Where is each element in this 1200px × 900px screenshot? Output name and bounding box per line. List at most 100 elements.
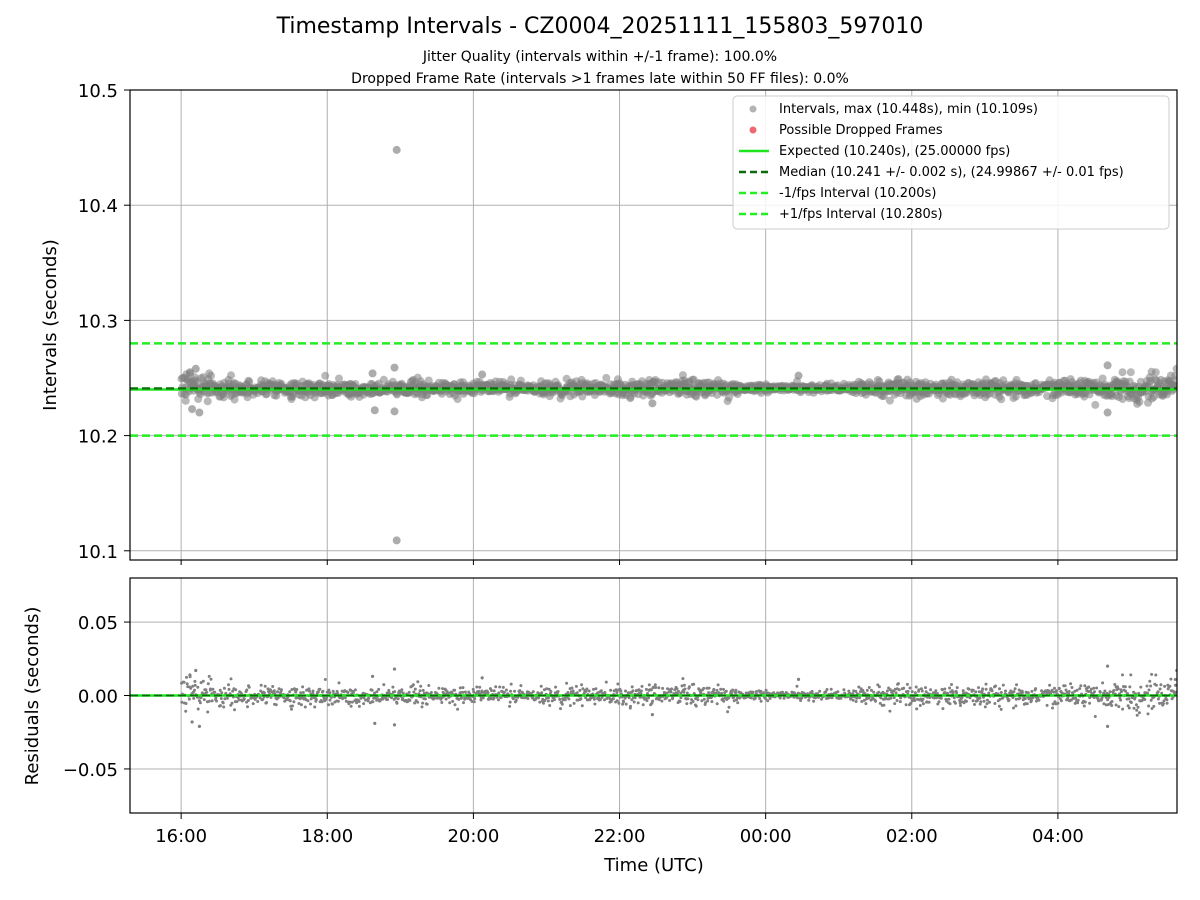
residual-point	[475, 685, 479, 689]
residual-point	[393, 690, 397, 694]
residual-point	[624, 689, 627, 693]
residual-point	[1154, 673, 1158, 677]
residual-point	[492, 696, 496, 700]
residual-point	[977, 686, 980, 690]
residual-point	[584, 696, 588, 700]
residual-point	[1123, 685, 1127, 689]
residual-point	[927, 700, 931, 704]
residual-point	[753, 696, 757, 700]
residual-point	[1168, 684, 1172, 688]
residual-point	[1110, 700, 1114, 703]
residual-point	[732, 699, 736, 703]
residual-point	[377, 687, 381, 691]
residual-point	[1057, 686, 1061, 690]
residual-point	[694, 704, 698, 708]
intervals-y-ticks: 10.1 10.2 10.3 10.4 10.5	[78, 81, 130, 563]
residual-point	[641, 703, 645, 707]
residual-point	[446, 691, 450, 695]
residual-point	[198, 701, 202, 705]
interval-point	[227, 371, 235, 380]
residual-outlier-point	[392, 667, 397, 671]
residual-point	[222, 705, 226, 709]
intervals-y-tick-label: 10.4	[78, 196, 118, 217]
residual-point	[971, 688, 975, 692]
residual-point	[348, 700, 352, 704]
residual-point	[696, 698, 700, 702]
residual-point	[994, 684, 998, 688]
residual-point	[277, 687, 281, 691]
residual-point	[202, 698, 206, 702]
residual-point	[259, 683, 263, 687]
residual-point	[546, 699, 550, 703]
interval-point	[1098, 374, 1107, 383]
residual-point	[192, 696, 196, 700]
residual-point	[214, 696, 218, 700]
legend: Intervals, max (10.448s), min (10.109s) …	[732, 95, 1170, 230]
residual-point	[603, 691, 607, 694]
residual-point	[263, 684, 267, 688]
residual-point	[323, 678, 327, 681]
residual-point	[411, 683, 415, 687]
residual-point	[1147, 688, 1151, 692]
interval-point	[725, 393, 733, 402]
residual-point	[836, 690, 840, 694]
residual-point	[499, 696, 503, 700]
residual-point	[978, 696, 982, 700]
residual-point	[755, 690, 758, 693]
residual-point	[349, 704, 353, 708]
residual-point	[719, 687, 723, 691]
x-tick-label: 04:00	[1032, 826, 1084, 847]
dropped-frame-subtitle: Dropped Frame Rate (intervals >1 frames …	[351, 71, 849, 87]
residual-point	[592, 697, 596, 701]
residual-point	[208, 687, 212, 691]
residual-point	[391, 685, 395, 689]
residual-point	[1119, 690, 1123, 694]
interval-outlier-point	[1103, 361, 1112, 370]
residual-point	[979, 700, 983, 704]
residual-point	[366, 699, 370, 703]
residual-point	[311, 691, 315, 695]
residual-point	[262, 691, 266, 695]
residual-point	[865, 688, 869, 692]
residual-point	[290, 688, 294, 691]
residual-point	[855, 696, 859, 700]
residual-point	[685, 691, 689, 695]
residual-point	[660, 699, 664, 703]
residual-point	[1135, 708, 1139, 712]
residual-point	[1001, 683, 1005, 687]
residual-point	[864, 702, 868, 706]
residual-point	[1136, 705, 1140, 709]
residual-point	[309, 697, 313, 701]
interval-outlier-point	[188, 405, 197, 414]
residual-point	[799, 699, 803, 702]
residual-point	[726, 710, 730, 714]
residual-point	[1129, 673, 1133, 677]
residual-point	[229, 677, 233, 681]
residual-point	[631, 689, 635, 693]
residual-point	[362, 702, 366, 706]
residual-point	[187, 697, 191, 701]
residual-point	[556, 690, 560, 693]
residual-point	[1012, 690, 1016, 694]
residual-point	[444, 697, 448, 701]
residual-point	[670, 687, 674, 691]
residual-point	[934, 689, 938, 693]
interval-outlier-point	[1103, 408, 1112, 417]
residual-point	[1083, 684, 1087, 688]
residual-point	[751, 690, 755, 694]
residual-point	[847, 689, 851, 693]
residual-point	[1132, 706, 1136, 710]
residual-point	[878, 701, 882, 705]
residual-point	[988, 700, 991, 704]
residual-point	[560, 700, 564, 704]
residual-point	[727, 705, 731, 709]
residual-point	[699, 691, 703, 695]
intervals-y-tick-label: 10.1	[78, 542, 118, 563]
residual-outlier-point	[188, 673, 192, 677]
residual-point	[707, 686, 711, 690]
residual-point	[870, 688, 873, 692]
residual-point	[950, 683, 953, 686]
residual-point	[959, 704, 962, 707]
residual-point	[196, 707, 200, 711]
residual-point	[1156, 697, 1160, 701]
